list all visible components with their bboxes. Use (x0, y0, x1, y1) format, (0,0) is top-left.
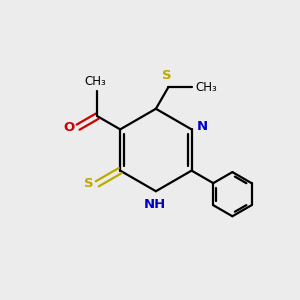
Text: S: S (162, 69, 172, 82)
Text: S: S (84, 177, 94, 190)
Text: CH₃: CH₃ (84, 75, 106, 88)
Text: NH: NH (143, 198, 166, 211)
Text: O: O (63, 121, 75, 134)
Text: CH₃: CH₃ (196, 81, 217, 94)
Text: N: N (197, 120, 208, 133)
